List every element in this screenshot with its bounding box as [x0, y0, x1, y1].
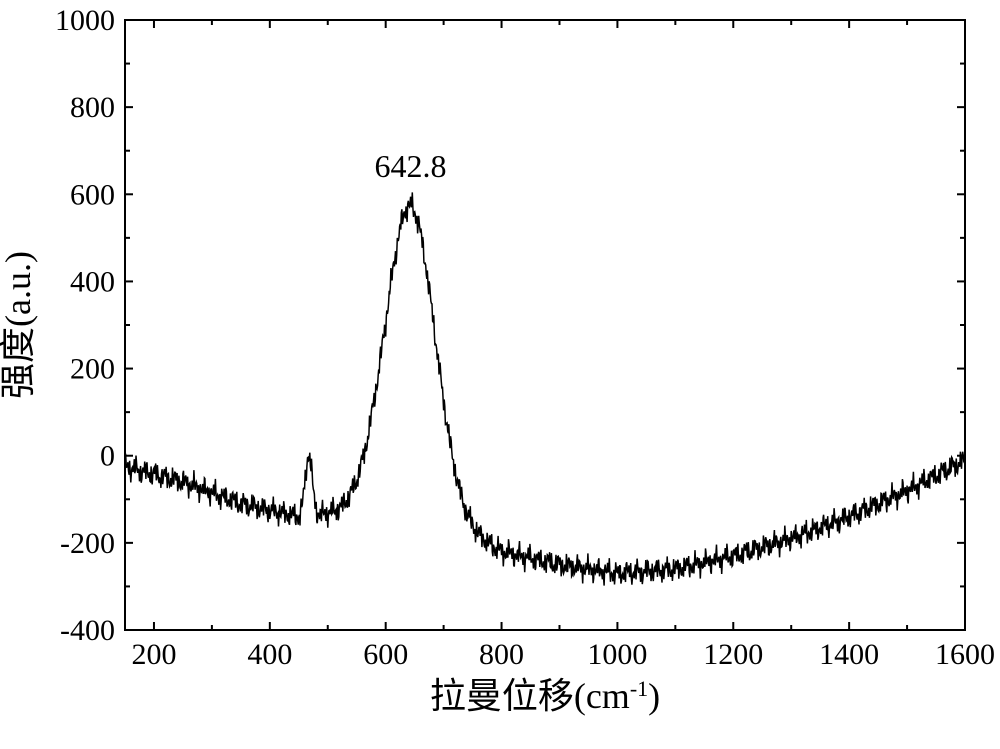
svg-text:1200: 1200	[703, 638, 763, 671]
raman-spectrum-chart: 200 400 600 800 1000 1200 1400 1600 拉曼位移(cm-1) -4…	[0, 0, 1000, 749]
svg-text:800: 800	[70, 91, 115, 124]
svg-text:200: 200	[70, 353, 115, 386]
svg-text:-200: -200	[60, 527, 115, 560]
chart-svg: 200 400 600 800 1000 1200 1400 1600 拉曼位移(cm-1) -4…	[0, 0, 1000, 749]
svg-text:-400: -400	[60, 614, 115, 647]
svg-text:1600: 1600	[935, 638, 995, 671]
svg-text:642.8: 642.8	[374, 148, 446, 184]
svg-text:1000: 1000	[587, 638, 647, 671]
svg-text:600: 600	[70, 178, 115, 211]
svg-text:0: 0	[100, 440, 115, 473]
svg-text:强度(a.u.): 强度(a.u.)	[0, 251, 38, 399]
svg-text:400: 400	[70, 265, 115, 298]
svg-text:200: 200	[131, 638, 176, 671]
svg-text:800: 800	[479, 638, 524, 671]
svg-text:400: 400	[247, 638, 292, 671]
svg-text:600: 600	[363, 638, 408, 671]
svg-text:1400: 1400	[819, 638, 879, 671]
svg-text:拉曼位移(cm-1): 拉曼位移(cm-1)	[430, 676, 660, 716]
svg-text:1000: 1000	[55, 4, 115, 37]
